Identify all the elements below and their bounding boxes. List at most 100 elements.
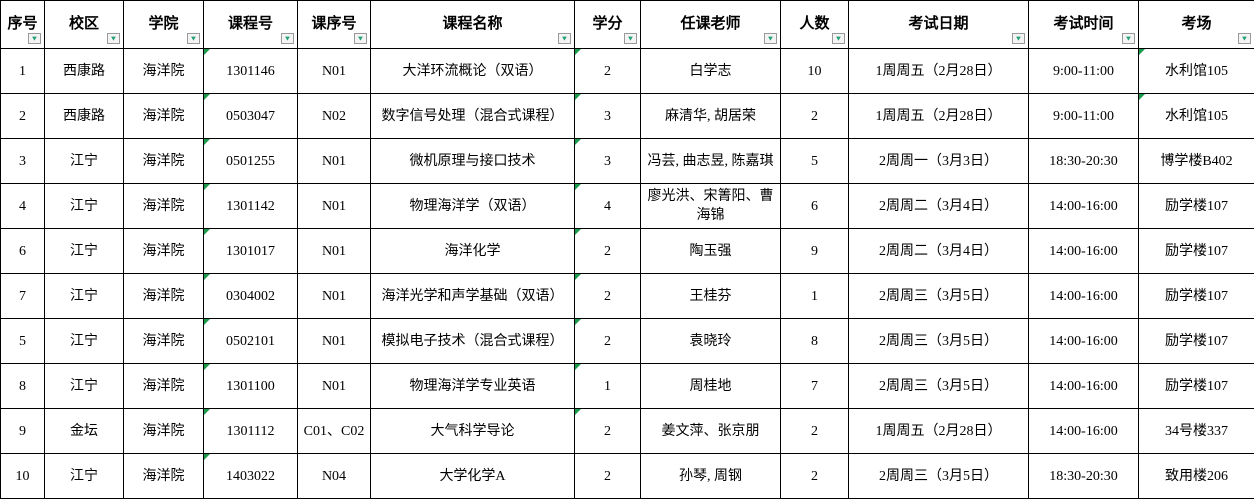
cell-teacher[interactable]: 姜文萍、张京朋: [640, 408, 781, 454]
cell-student-count[interactable]: 5: [780, 138, 849, 184]
cell-credits[interactable]: 2: [574, 318, 641, 364]
cell-student-count[interactable]: 2: [780, 453, 849, 499]
cell-student-count[interactable]: 7: [780, 363, 849, 409]
cell-exam-time[interactable]: 18:30-20:30: [1028, 453, 1139, 499]
cell-teacher[interactable]: 白学志: [640, 48, 781, 94]
cell-course-id[interactable]: 1301017: [203, 228, 298, 274]
cell-exam-time[interactable]: 14:00-16:00: [1028, 183, 1139, 229]
cell-campus[interactable]: 江宁: [44, 138, 124, 184]
cell-student-count[interactable]: 6: [780, 183, 849, 229]
cell-exam-time[interactable]: 18:30-20:30: [1028, 138, 1139, 184]
cell-exam-room[interactable]: 博学楼B402: [1138, 138, 1254, 184]
cell-exam-date[interactable]: 1周周五（2月28日）: [848, 408, 1029, 454]
cell-course-section[interactable]: N04: [297, 453, 371, 499]
cell-course-section[interactable]: N01: [297, 138, 371, 184]
cell-course-id[interactable]: 1301146: [203, 48, 298, 94]
cell-exam-room[interactable]: 34号楼337: [1138, 408, 1254, 454]
filter-dropdown-button[interactable]: ▼: [107, 33, 120, 44]
cell-exam-room[interactable]: 励学楼107: [1138, 273, 1254, 319]
header-course-name[interactable]: 课程名称 ▼: [370, 0, 575, 49]
cell-college[interactable]: 海洋院: [123, 183, 204, 229]
cell-course-section[interactable]: N02: [297, 93, 371, 139]
cell-credits[interactable]: 3: [574, 93, 641, 139]
cell-college[interactable]: 海洋院: [123, 228, 204, 274]
cell-exam-room[interactable]: 励学楼107: [1138, 318, 1254, 364]
cell-exam-date[interactable]: 2周周三（3月5日）: [848, 453, 1029, 499]
cell-index[interactable]: 4: [0, 183, 45, 229]
cell-college[interactable]: 海洋院: [123, 408, 204, 454]
cell-course-id[interactable]: 1301100: [203, 363, 298, 409]
filter-dropdown-button[interactable]: ▼: [1012, 33, 1025, 44]
cell-course-section[interactable]: N01: [297, 183, 371, 229]
cell-credits[interactable]: 1: [574, 363, 641, 409]
cell-course-id[interactable]: 1403022: [203, 453, 298, 499]
cell-exam-time[interactable]: 14:00-16:00: [1028, 273, 1139, 319]
cell-exam-date[interactable]: 1周周五（2月28日）: [848, 48, 1029, 94]
cell-index[interactable]: 3: [0, 138, 45, 184]
cell-exam-time[interactable]: 14:00-16:00: [1028, 363, 1139, 409]
cell-course-name[interactable]: 大气科学导论: [370, 408, 575, 454]
cell-exam-time[interactable]: 14:00-16:00: [1028, 318, 1139, 364]
cell-campus[interactable]: 江宁: [44, 453, 124, 499]
cell-credits[interactable]: 2: [574, 273, 641, 319]
cell-teacher[interactable]: 陶玉强: [640, 228, 781, 274]
cell-exam-room[interactable]: 水利馆105: [1138, 48, 1254, 94]
filter-dropdown-button[interactable]: ▼: [281, 33, 294, 44]
cell-teacher[interactable]: 王桂芬: [640, 273, 781, 319]
cell-course-section[interactable]: N01: [297, 363, 371, 409]
cell-teacher[interactable]: 孙琴, 周钢: [640, 453, 781, 499]
cell-credits[interactable]: 2: [574, 453, 641, 499]
header-teacher[interactable]: 任课老师 ▼: [640, 0, 781, 49]
cell-campus[interactable]: 江宁: [44, 363, 124, 409]
cell-college[interactable]: 海洋院: [123, 48, 204, 94]
filter-dropdown-button[interactable]: ▼: [187, 33, 200, 44]
header-exam-date[interactable]: 考试日期 ▼: [848, 0, 1029, 49]
header-campus[interactable]: 校区 ▼: [44, 0, 124, 49]
cell-course-section[interactable]: N01: [297, 273, 371, 319]
cell-course-section[interactable]: N01: [297, 318, 371, 364]
cell-index[interactable]: 8: [0, 363, 45, 409]
filter-dropdown-button[interactable]: ▼: [624, 33, 637, 44]
header-exam-time[interactable]: 考试时间 ▼: [1028, 0, 1139, 49]
cell-teacher[interactable]: 冯芸, 曲志昱, 陈嘉琪: [640, 138, 781, 184]
cell-exam-time[interactable]: 14:00-16:00: [1028, 228, 1139, 274]
cell-credits[interactable]: 2: [574, 228, 641, 274]
cell-college[interactable]: 海洋院: [123, 318, 204, 364]
cell-student-count[interactable]: 1: [780, 273, 849, 319]
header-course-id[interactable]: 课程号 ▼: [203, 0, 298, 49]
cell-course-name[interactable]: 海洋化学: [370, 228, 575, 274]
cell-index[interactable]: 9: [0, 408, 45, 454]
header-exam-room[interactable]: 考场 ▼: [1138, 0, 1254, 49]
cell-campus[interactable]: 西康路: [44, 48, 124, 94]
cell-campus[interactable]: 江宁: [44, 228, 124, 274]
cell-exam-time[interactable]: 14:00-16:00: [1028, 408, 1139, 454]
cell-student-count[interactable]: 10: [780, 48, 849, 94]
cell-credits[interactable]: 4: [574, 183, 641, 229]
cell-index[interactable]: 1: [0, 48, 45, 94]
cell-campus[interactable]: 金坛: [44, 408, 124, 454]
cell-course-id[interactable]: 0502101: [203, 318, 298, 364]
cell-exam-date[interactable]: 2周周三（3月5日）: [848, 273, 1029, 319]
filter-dropdown-button[interactable]: ▼: [558, 33, 571, 44]
cell-index[interactable]: 2: [0, 93, 45, 139]
cell-course-name[interactable]: 微机原理与接口技术: [370, 138, 575, 184]
cell-index[interactable]: 6: [0, 228, 45, 274]
cell-exam-room[interactable]: 励学楼107: [1138, 183, 1254, 229]
cell-exam-date[interactable]: 2周周三（3月5日）: [848, 363, 1029, 409]
cell-course-name[interactable]: 模拟电子技术（混合式课程）: [370, 318, 575, 364]
cell-student-count[interactable]: 8: [780, 318, 849, 364]
cell-campus[interactable]: 江宁: [44, 183, 124, 229]
cell-exam-time[interactable]: 9:00-11:00: [1028, 93, 1139, 139]
filter-dropdown-button[interactable]: ▼: [354, 33, 367, 44]
cell-campus[interactable]: 西康路: [44, 93, 124, 139]
header-college[interactable]: 学院 ▼: [123, 0, 204, 49]
cell-exam-date[interactable]: 1周周五（2月28日）: [848, 93, 1029, 139]
cell-teacher[interactable]: 廖光洪、宋箐阳、曹海锦: [640, 183, 781, 229]
cell-course-section[interactable]: N01: [297, 48, 371, 94]
cell-index[interactable]: 5: [0, 318, 45, 364]
cell-teacher[interactable]: 周桂地: [640, 363, 781, 409]
cell-exam-date[interactable]: 2周周一（3月3日）: [848, 138, 1029, 184]
cell-course-id[interactable]: 1301112: [203, 408, 298, 454]
cell-campus[interactable]: 江宁: [44, 318, 124, 364]
filter-dropdown-button[interactable]: ▼: [28, 33, 41, 44]
